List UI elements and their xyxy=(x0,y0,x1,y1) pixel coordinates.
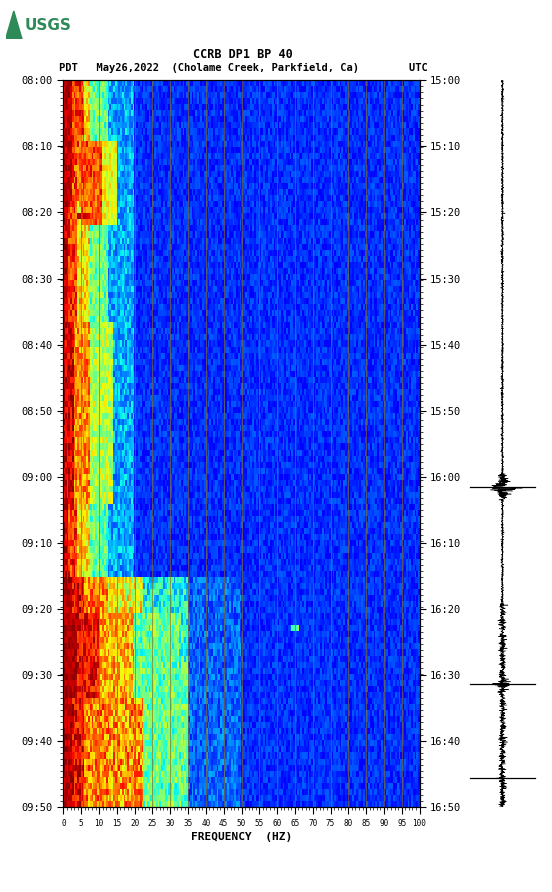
Text: CCRB DP1 BP 40: CCRB DP1 BP 40 xyxy=(193,47,293,61)
X-axis label: FREQUENCY  (HZ): FREQUENCY (HZ) xyxy=(191,832,292,842)
Text: PDT   May26,2022  (Cholame Creek, Parkfield, Ca)        UTC: PDT May26,2022 (Cholame Creek, Parkfield… xyxy=(59,63,427,73)
Text: USGS: USGS xyxy=(25,18,72,33)
Polygon shape xyxy=(6,11,22,39)
